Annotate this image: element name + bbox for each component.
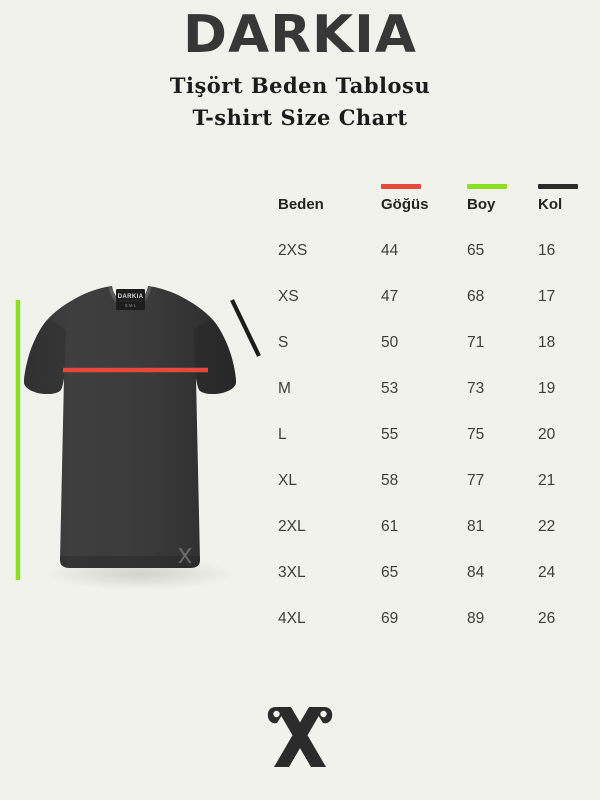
hem-x-logo: [178, 548, 192, 563]
cell-beden: XL: [278, 472, 297, 489]
table-header-row: Beden Göğüs Boy Kol: [278, 196, 590, 242]
cell-gogus: 53: [381, 380, 399, 397]
cell-gogus: 50: [381, 334, 399, 351]
size-chart-table: Beden Göğüs Boy Kol 2XS 44 65 16 XS 47 6…: [278, 182, 590, 656]
cell-beden: 2XL: [278, 518, 306, 535]
table-row: 2XS 44 65 16: [278, 242, 590, 288]
table-row: 4XL 69 89 26: [278, 610, 590, 656]
svg-text:S M L: S M L: [125, 303, 137, 308]
cell-kol: 16: [538, 242, 556, 259]
cell-boy: 73: [467, 380, 485, 397]
left-sleeve-shading: [24, 320, 66, 395]
cell-gogus: 61: [381, 518, 399, 535]
tshirt-illustration: DARKIA S M L: [0, 260, 280, 590]
table-row: XL 58 77 21: [278, 472, 590, 518]
hem-shading: [60, 556, 200, 568]
table-row: M 53 73 19: [278, 380, 590, 426]
table-row: XS 47 68 17: [278, 288, 590, 334]
cell-boy: 75: [467, 426, 485, 443]
cell-kol: 20: [538, 426, 556, 443]
cell-gogus: 65: [381, 564, 399, 581]
cell-boy: 84: [467, 564, 485, 581]
right-sleeve-shading: [194, 320, 236, 395]
column-header-gogus: Göğüs: [381, 196, 429, 213]
cell-beden: L: [278, 426, 287, 443]
cell-gogus: 55: [381, 426, 399, 443]
cell-boy: 81: [467, 518, 485, 535]
cell-beden: S: [278, 334, 289, 351]
cell-gogus: 69: [381, 610, 399, 627]
cell-beden: 2XS: [278, 242, 308, 259]
cell-gogus: 58: [381, 472, 399, 489]
neck-label-text: DARKIA: [118, 293, 144, 300]
column-header-beden: Beden: [278, 196, 324, 213]
cell-gogus: 47: [381, 288, 399, 305]
cell-kol: 19: [538, 380, 556, 397]
cell-beden: XS: [278, 288, 299, 305]
shirt-silhouette: [24, 286, 236, 568]
column-swatch-row: [278, 182, 590, 196]
cell-kol: 24: [538, 564, 556, 581]
cell-beden: 4XL: [278, 610, 306, 627]
cell-kol: 26: [538, 610, 556, 627]
page-header: DARKIA Tişört Beden Tablosu T-shirt Size…: [0, 0, 600, 130]
cell-kol: 22: [538, 518, 556, 535]
sleeve-measure-line: [230, 299, 261, 357]
column-header-kol: Kol: [538, 196, 563, 213]
cell-kol: 18: [538, 334, 556, 351]
subtitle-english: T-shirt Size Chart: [192, 104, 408, 130]
cell-boy: 89: [467, 610, 485, 627]
cell-beden: 3XL: [278, 564, 306, 581]
brand-logo: DARKIA: [183, 5, 417, 65]
table-row: L 55 75 20: [278, 426, 590, 472]
cell-kol: 21: [538, 472, 556, 489]
sleeve-color-swatch: [538, 184, 578, 189]
table-row: 3XL 65 84 24: [278, 564, 590, 610]
cell-boy: 68: [467, 288, 485, 305]
subtitle-turkish: Tişört Beden Tablosu: [169, 72, 431, 98]
cell-gogus: 44: [381, 242, 399, 259]
cell-beden: M: [278, 380, 291, 397]
chest-color-swatch: [381, 184, 421, 189]
length-color-swatch: [467, 184, 507, 189]
footer-brand-mark: [0, 701, 600, 782]
table-row: S 50 71 18: [278, 334, 590, 380]
neck-label: DARKIA S M L: [116, 289, 145, 310]
cell-boy: 77: [467, 472, 485, 489]
cell-kol: 17: [538, 288, 556, 305]
table-row: 2XL 61 81 22: [278, 518, 590, 564]
column-header-boy: Boy: [467, 196, 496, 213]
x-logo-icon: [267, 707, 333, 767]
cell-boy: 65: [467, 242, 485, 259]
cell-boy: 71: [467, 334, 485, 351]
